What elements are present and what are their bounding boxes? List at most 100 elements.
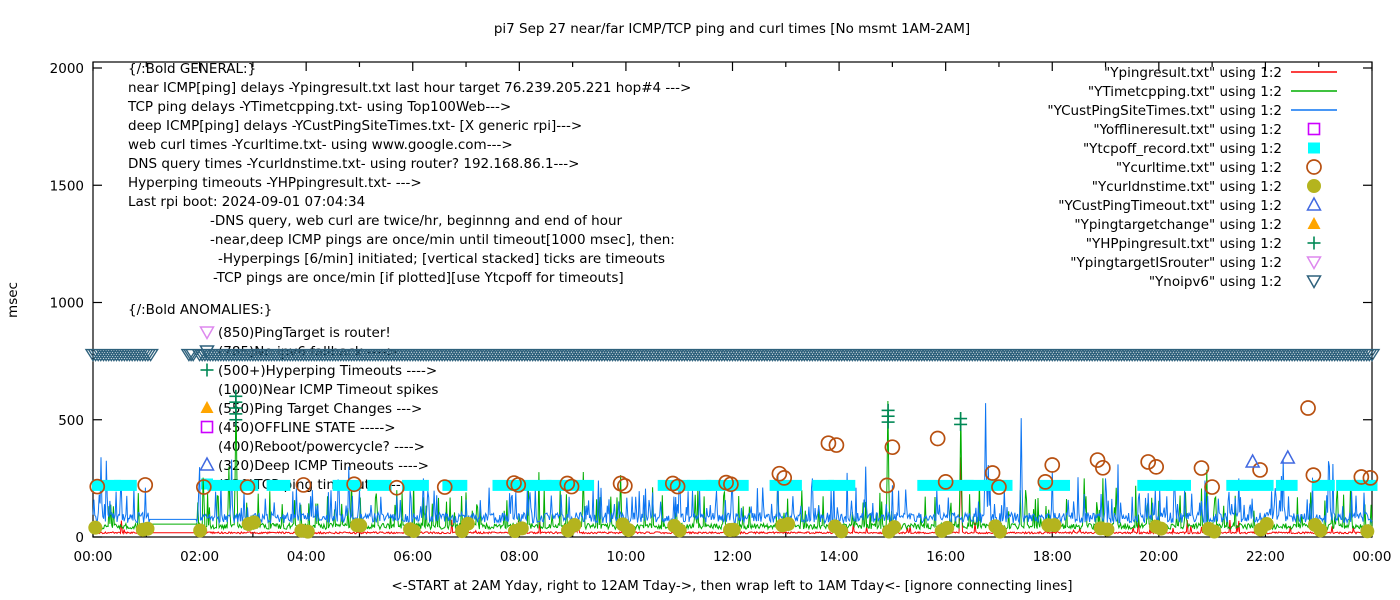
- Ycurltime-point: [510, 477, 527, 493]
- legend: "Ypingresult.txt" using 1:2 "YTimetcpping…: [1047, 65, 1337, 290]
- y-tick-label: 0: [75, 530, 84, 546]
- series-YCustPingTimeout: [1244, 449, 1296, 468]
- x-tick-label: 14:00: [820, 549, 859, 565]
- Ytcpoff_record-segment: [442, 479, 468, 491]
- Ycurldnstime-point: [88, 520, 103, 535]
- general-note-line: deep ICMP[ping] delays -YCustPingSiteTim…: [128, 118, 582, 134]
- legend-sample-Ytcpoff_record: [1308, 142, 1320, 154]
- Ycurldnstime-point: [672, 523, 687, 538]
- anomaly-note-line: (450)OFFLINE STATE ----->: [218, 420, 396, 436]
- x-tick-label: 02:00: [180, 549, 219, 565]
- x-tick-label: 06:00: [393, 549, 432, 565]
- anomaly-note-line: (400)Reboot/powercycle? ---->: [218, 439, 425, 455]
- Ytcpoff_record-segment: [545, 479, 565, 491]
- YCustPingTimeout-point: [1244, 453, 1261, 468]
- Ycurldnstime-point: [353, 518, 368, 533]
- Ycurldnstime-point: [940, 520, 955, 535]
- Ycurldnstime-point: [514, 521, 529, 536]
- Ynoipv6-band: [84, 348, 1381, 362]
- Ycurltime-point: [884, 439, 901, 456]
- Ycurldnstime-point: [726, 522, 741, 537]
- Ycurldnstime-point: [1153, 521, 1168, 536]
- data-series: [84, 348, 1381, 539]
- Ycurltime-point: [1089, 452, 1106, 468]
- legend-sample-Ycurltime: [1306, 159, 1322, 175]
- Ytcpoff_record-segment: [91, 479, 121, 491]
- Ycurltime-point: [137, 477, 154, 493]
- legend-label-YpingtargetISrouter: "YpingtargetISrouter" using 1:2: [1070, 255, 1282, 271]
- Ycurltime-point: [776, 470, 793, 486]
- Ytcpoff_record-segment: [1039, 479, 1070, 491]
- general-note-line: -near,deep ICMP pings are once/min until…: [210, 232, 675, 248]
- x-tick-label: 08:00: [500, 549, 539, 565]
- Ycurldnstime-point: [1360, 524, 1375, 539]
- Ycurldnstime-point: [460, 516, 475, 531]
- legend-label-YHPpingresult: "YHPpingresult.txt" using 1:2: [1086, 236, 1282, 252]
- y-tick-label: 2000: [50, 61, 84, 77]
- square-fill-glyph: [201, 478, 213, 490]
- Ycurldnstime-point: [406, 523, 421, 538]
- series-Ycurltime: [89, 400, 1379, 496]
- Ycurltime-point: [617, 478, 633, 494]
- Ytcpoff_record-segment: [828, 479, 856, 491]
- y-axis-label: msec: [5, 282, 21, 318]
- y-tick-label: 1000: [50, 296, 84, 312]
- Ytcpoff_record-segment: [657, 479, 690, 491]
- Ytcpoff_record-segment: [1352, 479, 1378, 491]
- Ycurldnstime-point: [1047, 518, 1062, 533]
- Ycurltime-point: [1204, 479, 1220, 495]
- plot-annotations: {/:Bold GENERAL:} near ICMP[ping] delays …: [127, 61, 691, 493]
- Ycurltime-point: [991, 479, 1007, 495]
- Ycurltime-point: [937, 474, 954, 490]
- general-note-line: DNS query times -Ycurldnstime.txt- using…: [128, 156, 579, 172]
- Ytcpoff_record-segment: [1336, 479, 1361, 491]
- Ycurltime-point: [1252, 462, 1268, 478]
- x-tick-label: 00:00: [74, 549, 113, 565]
- series-YHPpingresult: [229, 389, 968, 431]
- Ycurltime-point: [1044, 457, 1061, 473]
- Ytcpoff_record-segment: [964, 479, 990, 491]
- x-tick-label: 04:00: [287, 549, 326, 565]
- general-note-line: web curl times -Ycurltime.txt- using www…: [128, 137, 513, 153]
- anomaly-note-line: (850)PingTarget is router!: [218, 325, 391, 341]
- Ytcpoff_record-segment: [207, 479, 238, 491]
- legend-label-Ycurldnstime: "Ycurldnstime.txt" using 1:2: [1092, 179, 1282, 195]
- legend-label-Ytcpoff_record: "Ytcpoff_record.txt" using 1:2: [1083, 141, 1282, 157]
- tri-up-fill-glyph: [200, 401, 214, 413]
- Ycurltime-point: [828, 437, 845, 453]
- Ycurldnstime-point: [1100, 522, 1115, 537]
- Ycurldnstime-point: [621, 523, 636, 538]
- Ycurldnstime-point: [834, 524, 849, 539]
- Ytcpoff_record-segment: [492, 479, 520, 491]
- x-tick-label: 00:00: [1353, 549, 1392, 565]
- Ycurldnstime-point: [193, 523, 208, 538]
- Ytcpoff_record-segment: [236, 479, 259, 491]
- Ycurltime-point: [723, 476, 739, 493]
- Ycurldnstime-point: [1313, 523, 1328, 538]
- Ytcpoff_record-segment: [401, 479, 429, 491]
- Ytcpoff_record-segment: [917, 479, 974, 491]
- series-Ynoipv6: [84, 348, 1381, 362]
- legend-sample-Ynoipv6: [1306, 275, 1322, 290]
- Ycurltime-point: [1353, 469, 1370, 485]
- Ycurldnstime-point: [1259, 516, 1274, 531]
- Ycurldnstime-point: [781, 516, 796, 531]
- general-note-line: Last rpi boot: 2024-09-01 07:04:34: [128, 194, 365, 210]
- general-note-line: -TCP pings are once/min [if plotted][use…: [213, 270, 624, 286]
- general-note-line: TCP ping delays -YTimetcpping.txt- using…: [127, 99, 511, 115]
- Ycurltime-point: [1305, 467, 1322, 483]
- Ycurltime-point: [1362, 470, 1379, 486]
- Ytcpoff_record-segment: [511, 479, 552, 491]
- legend-label-YTimetcpping: "YTimetcpping.txt" using 1:2: [1088, 84, 1282, 100]
- Ycurltime-point: [1095, 459, 1111, 476]
- Ycurldnstime-point: [887, 520, 902, 535]
- Ycurltime-point: [929, 430, 946, 447]
- Ycurldnstime-point: [1207, 524, 1222, 539]
- Ytcpoff_record-segment: [687, 479, 712, 491]
- Ycurldnstime-point: [246, 515, 261, 530]
- Ycurltime-point: [1300, 400, 1316, 416]
- anomaly-note-line: (1000)Near ICMP Timeout spikes: [218, 382, 438, 398]
- legend-sample-Yofflineresult: [1307, 122, 1321, 136]
- general-note-line: -Hyperpings [6/min] initiated; [vertical…: [218, 251, 665, 267]
